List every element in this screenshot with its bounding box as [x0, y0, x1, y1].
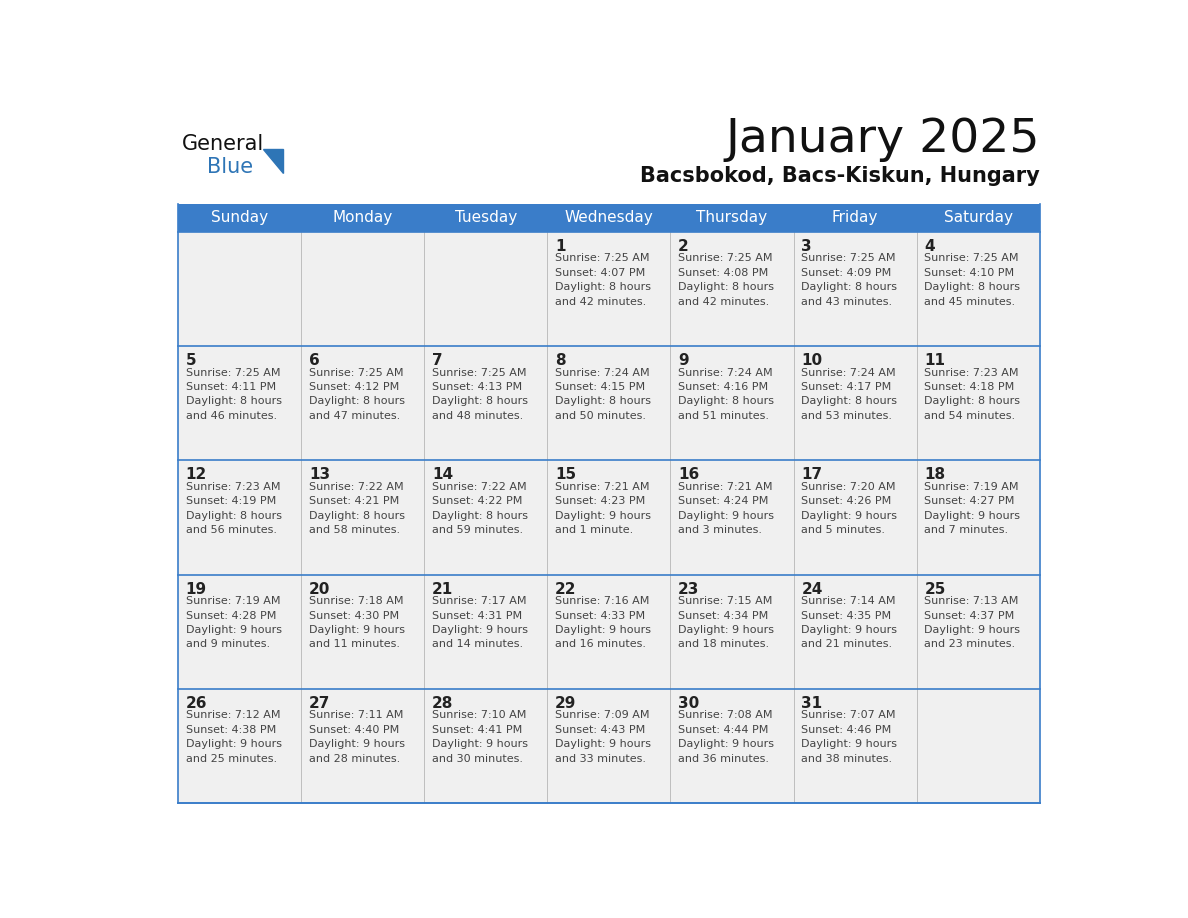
Text: Sunrise: 7:25 AM
Sunset: 4:09 PM
Daylight: 8 hours
and 43 minutes.: Sunrise: 7:25 AM Sunset: 4:09 PM Dayligh…: [801, 253, 897, 307]
Text: Wednesday: Wednesday: [564, 210, 653, 226]
Text: Monday: Monday: [333, 210, 393, 226]
Text: 19: 19: [185, 582, 207, 597]
Text: Sunrise: 7:22 AM
Sunset: 4:22 PM
Daylight: 8 hours
and 59 minutes.: Sunrise: 7:22 AM Sunset: 4:22 PM Dayligh…: [432, 482, 527, 535]
Text: 1: 1: [555, 239, 565, 253]
Text: Sunrise: 7:12 AM
Sunset: 4:38 PM
Daylight: 9 hours
and 25 minutes.: Sunrise: 7:12 AM Sunset: 4:38 PM Dayligh…: [185, 711, 282, 764]
Text: General: General: [182, 134, 264, 154]
Bar: [178, 575, 1040, 688]
Text: Sunrise: 7:25 AM
Sunset: 4:11 PM
Daylight: 8 hours
and 46 minutes.: Sunrise: 7:25 AM Sunset: 4:11 PM Dayligh…: [185, 367, 282, 420]
Text: 23: 23: [678, 582, 700, 597]
Bar: [178, 346, 1040, 460]
Text: 21: 21: [432, 582, 453, 597]
Text: 11: 11: [924, 353, 946, 368]
Text: 5: 5: [185, 353, 196, 368]
Text: 17: 17: [801, 467, 822, 482]
Text: 12: 12: [185, 467, 207, 482]
Text: Bacsbokod, Bacs-Kiskun, Hungary: Bacsbokod, Bacs-Kiskun, Hungary: [640, 165, 1040, 185]
Text: 16: 16: [678, 467, 700, 482]
Text: Sunrise: 7:25 AM
Sunset: 4:08 PM
Daylight: 8 hours
and 42 minutes.: Sunrise: 7:25 AM Sunset: 4:08 PM Dayligh…: [678, 253, 775, 307]
Text: Sunrise: 7:19 AM
Sunset: 4:27 PM
Daylight: 9 hours
and 7 minutes.: Sunrise: 7:19 AM Sunset: 4:27 PM Dayligh…: [924, 482, 1020, 535]
Text: Sunrise: 7:25 AM
Sunset: 4:07 PM
Daylight: 8 hours
and 42 minutes.: Sunrise: 7:25 AM Sunset: 4:07 PM Dayligh…: [555, 253, 651, 307]
Text: Sunrise: 7:21 AM
Sunset: 4:23 PM
Daylight: 9 hours
and 1 minute.: Sunrise: 7:21 AM Sunset: 4:23 PM Dayligh…: [555, 482, 651, 535]
Text: Sunrise: 7:15 AM
Sunset: 4:34 PM
Daylight: 9 hours
and 18 minutes.: Sunrise: 7:15 AM Sunset: 4:34 PM Dayligh…: [678, 596, 775, 649]
Text: Sunrise: 7:24 AM
Sunset: 4:15 PM
Daylight: 8 hours
and 50 minutes.: Sunrise: 7:24 AM Sunset: 4:15 PM Dayligh…: [555, 367, 651, 420]
Text: Sunday: Sunday: [211, 210, 268, 226]
Text: 27: 27: [309, 696, 330, 711]
Text: 30: 30: [678, 696, 700, 711]
Text: Sunrise: 7:20 AM
Sunset: 4:26 PM
Daylight: 9 hours
and 5 minutes.: Sunrise: 7:20 AM Sunset: 4:26 PM Dayligh…: [801, 482, 897, 535]
Bar: [178, 204, 1040, 232]
Text: 15: 15: [555, 467, 576, 482]
Bar: [178, 460, 1040, 575]
Text: 8: 8: [555, 353, 565, 368]
Text: 25: 25: [924, 582, 946, 597]
Text: Sunrise: 7:10 AM
Sunset: 4:41 PM
Daylight: 9 hours
and 30 minutes.: Sunrise: 7:10 AM Sunset: 4:41 PM Dayligh…: [432, 711, 527, 764]
Text: Sunrise: 7:09 AM
Sunset: 4:43 PM
Daylight: 9 hours
and 33 minutes.: Sunrise: 7:09 AM Sunset: 4:43 PM Dayligh…: [555, 711, 651, 764]
Text: Blue: Blue: [207, 157, 253, 177]
Text: Sunrise: 7:14 AM
Sunset: 4:35 PM
Daylight: 9 hours
and 21 minutes.: Sunrise: 7:14 AM Sunset: 4:35 PM Dayligh…: [801, 596, 897, 649]
Text: Sunrise: 7:07 AM
Sunset: 4:46 PM
Daylight: 9 hours
and 38 minutes.: Sunrise: 7:07 AM Sunset: 4:46 PM Dayligh…: [801, 711, 897, 764]
Text: 20: 20: [309, 582, 330, 597]
Text: Sunrise: 7:25 AM
Sunset: 4:10 PM
Daylight: 8 hours
and 45 minutes.: Sunrise: 7:25 AM Sunset: 4:10 PM Dayligh…: [924, 253, 1020, 307]
Text: Sunrise: 7:22 AM
Sunset: 4:21 PM
Daylight: 8 hours
and 58 minutes.: Sunrise: 7:22 AM Sunset: 4:21 PM Dayligh…: [309, 482, 405, 535]
Text: Sunrise: 7:08 AM
Sunset: 4:44 PM
Daylight: 9 hours
and 36 minutes.: Sunrise: 7:08 AM Sunset: 4:44 PM Dayligh…: [678, 711, 775, 764]
Text: Friday: Friday: [832, 210, 878, 226]
Text: Sunrise: 7:23 AM
Sunset: 4:19 PM
Daylight: 8 hours
and 56 minutes.: Sunrise: 7:23 AM Sunset: 4:19 PM Dayligh…: [185, 482, 282, 535]
Text: 31: 31: [801, 696, 822, 711]
Text: 2: 2: [678, 239, 689, 253]
Text: Sunrise: 7:16 AM
Sunset: 4:33 PM
Daylight: 9 hours
and 16 minutes.: Sunrise: 7:16 AM Sunset: 4:33 PM Dayligh…: [555, 596, 651, 649]
Text: Sunrise: 7:24 AM
Sunset: 4:16 PM
Daylight: 8 hours
and 51 minutes.: Sunrise: 7:24 AM Sunset: 4:16 PM Dayligh…: [678, 367, 775, 420]
Text: 18: 18: [924, 467, 946, 482]
Polygon shape: [264, 149, 283, 174]
Text: 13: 13: [309, 467, 330, 482]
Text: Saturday: Saturday: [943, 210, 1012, 226]
Text: 9: 9: [678, 353, 689, 368]
Text: 24: 24: [801, 582, 822, 597]
Text: 7: 7: [432, 353, 443, 368]
Text: Sunrise: 7:23 AM
Sunset: 4:18 PM
Daylight: 8 hours
and 54 minutes.: Sunrise: 7:23 AM Sunset: 4:18 PM Dayligh…: [924, 367, 1020, 420]
Text: Thursday: Thursday: [696, 210, 767, 226]
Text: January 2025: January 2025: [725, 117, 1040, 162]
Text: 26: 26: [185, 696, 207, 711]
Text: 3: 3: [801, 239, 811, 253]
Text: Tuesday: Tuesday: [455, 210, 517, 226]
Text: 29: 29: [555, 696, 576, 711]
Text: 28: 28: [432, 696, 454, 711]
Text: Sunrise: 7:25 AM
Sunset: 4:13 PM
Daylight: 8 hours
and 48 minutes.: Sunrise: 7:25 AM Sunset: 4:13 PM Dayligh…: [432, 367, 527, 420]
Text: Sunrise: 7:11 AM
Sunset: 4:40 PM
Daylight: 9 hours
and 28 minutes.: Sunrise: 7:11 AM Sunset: 4:40 PM Dayligh…: [309, 711, 405, 764]
Text: 22: 22: [555, 582, 576, 597]
Text: Sunrise: 7:17 AM
Sunset: 4:31 PM
Daylight: 9 hours
and 14 minutes.: Sunrise: 7:17 AM Sunset: 4:31 PM Dayligh…: [432, 596, 527, 649]
Text: Sunrise: 7:21 AM
Sunset: 4:24 PM
Daylight: 9 hours
and 3 minutes.: Sunrise: 7:21 AM Sunset: 4:24 PM Dayligh…: [678, 482, 775, 535]
Text: Sunrise: 7:25 AM
Sunset: 4:12 PM
Daylight: 8 hours
and 47 minutes.: Sunrise: 7:25 AM Sunset: 4:12 PM Dayligh…: [309, 367, 405, 420]
Text: 10: 10: [801, 353, 822, 368]
Bar: [178, 232, 1040, 346]
Text: Sunrise: 7:18 AM
Sunset: 4:30 PM
Daylight: 9 hours
and 11 minutes.: Sunrise: 7:18 AM Sunset: 4:30 PM Dayligh…: [309, 596, 405, 649]
Text: 4: 4: [924, 239, 935, 253]
Bar: [178, 688, 1040, 803]
Text: Sunrise: 7:24 AM
Sunset: 4:17 PM
Daylight: 8 hours
and 53 minutes.: Sunrise: 7:24 AM Sunset: 4:17 PM Dayligh…: [801, 367, 897, 420]
Text: 6: 6: [309, 353, 320, 368]
Text: Sunrise: 7:13 AM
Sunset: 4:37 PM
Daylight: 9 hours
and 23 minutes.: Sunrise: 7:13 AM Sunset: 4:37 PM Dayligh…: [924, 596, 1020, 649]
Text: Sunrise: 7:19 AM
Sunset: 4:28 PM
Daylight: 9 hours
and 9 minutes.: Sunrise: 7:19 AM Sunset: 4:28 PM Dayligh…: [185, 596, 282, 649]
Text: 14: 14: [432, 467, 453, 482]
